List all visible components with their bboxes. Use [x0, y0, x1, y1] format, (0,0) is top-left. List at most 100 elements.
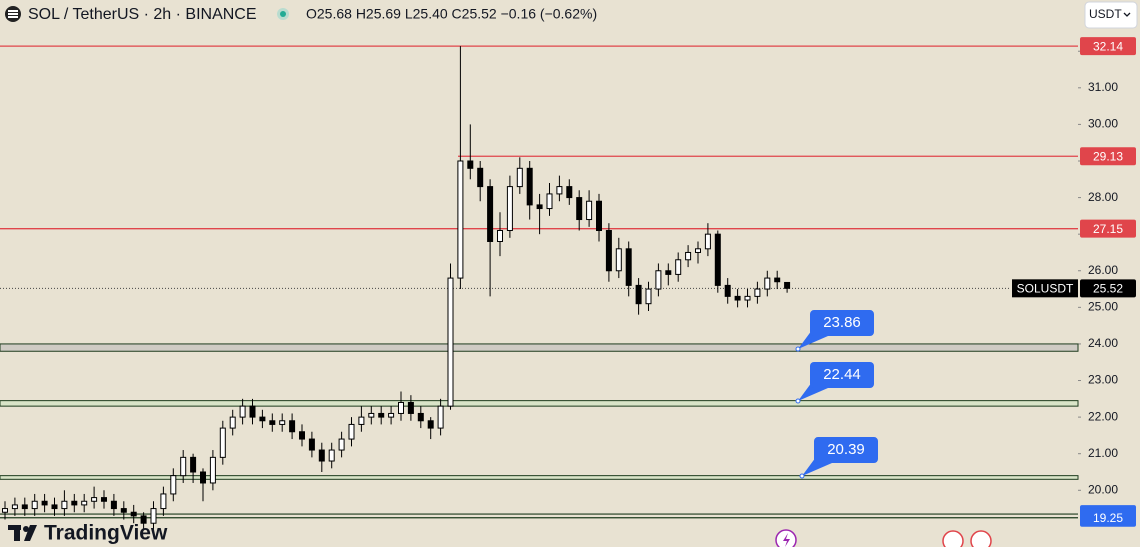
candle-body [61, 500, 68, 510]
candle-body [685, 251, 692, 261]
marks-layer [2, 46, 791, 531]
candle-body [734, 295, 741, 301]
candle-body [289, 420, 296, 433]
candle-body [358, 416, 365, 425]
support-price-box [1080, 508, 1136, 527]
y-tick-label: 25.00 [1088, 300, 1118, 314]
candle-body [457, 160, 464, 279]
candle-body [467, 160, 474, 169]
candle-body [71, 500, 78, 506]
candle-body [368, 412, 375, 418]
symbol-icon-bar [8, 10, 18, 12]
y-tick-label: 31.00 [1088, 80, 1118, 94]
candle-body [249, 405, 256, 418]
candle-body [318, 449, 325, 462]
candle-body [714, 233, 721, 286]
y-tick-label: 20.00 [1088, 482, 1118, 496]
y-tick-label: 28.00 [1088, 190, 1118, 204]
candle-body [536, 204, 543, 210]
candle-body [180, 456, 187, 477]
candle-body [269, 420, 276, 425]
y-tick-label: 23.00 [1088, 373, 1118, 387]
candle-body [477, 167, 484, 188]
candle-body [645, 288, 652, 305]
candle-body [101, 497, 107, 502]
candle-body [259, 416, 266, 422]
candle-body [200, 471, 206, 484]
callout-box [810, 310, 874, 337]
candle-body [150, 508, 157, 524]
logo-part [23, 526, 29, 532]
symbol-icon-bar [8, 16, 18, 18]
y-tick-label: 21.00 [1088, 446, 1118, 460]
candle-body [744, 295, 751, 301]
level-price-label: 27.15 [1093, 222, 1123, 236]
candle-body [427, 420, 434, 429]
candle-body [190, 456, 197, 473]
y-tick-label: 22.00 [1088, 409, 1118, 423]
candle-body [229, 416, 236, 429]
chart-title: SOL / TetherUS · 2h · BINANCE [28, 6, 257, 23]
logo-part [24, 525, 37, 541]
candle-body [348, 423, 355, 440]
candle-body [655, 270, 662, 290]
candle-body [110, 500, 117, 510]
candle-body [279, 420, 286, 425]
candle-body [526, 167, 533, 206]
candle-body [219, 427, 226, 458]
overlay-layer: SOL / TetherUS · 2h · BINANCE O25.68 H25… [5, 1, 1138, 547]
candle-body [328, 449, 335, 462]
y-tick-label: 30.00 [1088, 117, 1118, 131]
candle-body [695, 248, 701, 253]
candle-body [170, 475, 177, 495]
candle-body [546, 193, 553, 210]
economic-event-icon[interactable] [970, 530, 992, 547]
candle-body [21, 504, 28, 510]
candle-body [447, 277, 454, 407]
candle-body [586, 200, 593, 221]
support-zone [0, 475, 1079, 480]
economic-event-icon[interactable] [942, 530, 964, 547]
callout-anchor [799, 473, 805, 479]
candle-body [784, 281, 791, 289]
candle-body [506, 186, 513, 232]
candle-body [239, 405, 246, 418]
last-price-label: 25.52 [1093, 281, 1123, 295]
candle-body [140, 515, 147, 524]
symbol-tag: SOLUSDT [1017, 281, 1074, 295]
candle-body [2, 508, 8, 513]
symbol-tag-box [1012, 279, 1078, 298]
candle-body [596, 200, 602, 232]
candle-body [675, 259, 682, 275]
candle-body [209, 456, 216, 484]
callout-anchor [795, 398, 801, 404]
brand-name: TradingView [44, 522, 168, 545]
candle-body [556, 186, 563, 195]
candle-body [615, 248, 622, 272]
candle-body [378, 412, 385, 418]
candle-body [160, 493, 167, 510]
candle-body [11, 504, 18, 510]
candle-body [635, 284, 642, 305]
candle-body [774, 277, 781, 283]
market-status-dot [280, 11, 286, 17]
dropdown-chevron[interactable] [1123, 12, 1131, 17]
event-icon-bolt [783, 533, 790, 547]
candle-body [398, 401, 404, 414]
candle-body [130, 511, 137, 517]
support-zone [0, 400, 1079, 407]
candle-body [31, 500, 38, 510]
candle-body [407, 401, 414, 414]
currency-label[interactable]: USDT [1089, 7, 1122, 21]
currency-dropdown[interactable] [1084, 1, 1138, 29]
candle-body [625, 248, 632, 286]
candle-body [487, 186, 494, 242]
callout-box [814, 437, 878, 464]
candle-body [308, 438, 315, 451]
candle-body [566, 186, 573, 199]
candle-body [516, 167, 523, 188]
candle-body [497, 230, 503, 242]
candle-body [41, 500, 48, 506]
brand-logo [8, 525, 37, 541]
